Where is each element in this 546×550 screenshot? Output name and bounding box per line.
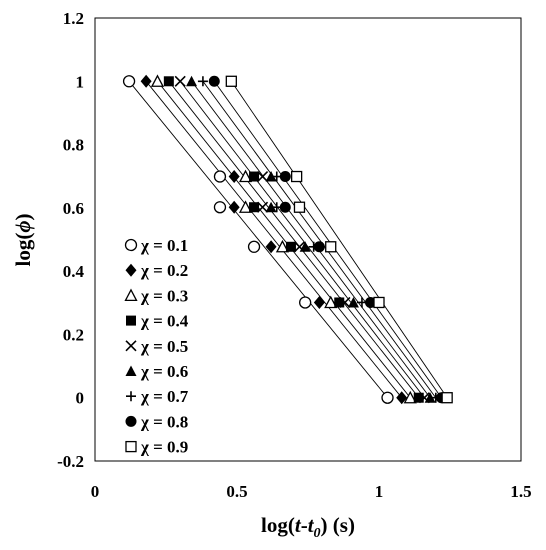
legend-marker-2: [125, 263, 137, 277]
fit-line-7: [202, 81, 437, 398]
data-point-s5-p2: [256, 170, 269, 183]
y-axis-title: log(ϕ): [11, 214, 35, 267]
x-tick-label: 0: [91, 482, 100, 501]
legend-marker-1: [124, 238, 138, 252]
plot-area-frame: [94, 17, 522, 462]
data-point-s4-p5: [334, 297, 345, 308]
legend: χ = 0.1 χ = 0.2 χ = 0.3 χ = 0.4 χ = 0.5 χ = 0…: [124, 236, 189, 457]
data-point-s2-p1: [140, 74, 152, 88]
data-point-s3-p3: [238, 200, 253, 213]
fit-line-4: [168, 81, 420, 398]
data-point-s5-p5: [339, 296, 351, 309]
legend-marker-5: [125, 340, 137, 352]
x-axis-title: log(t-t0) (s): [261, 513, 355, 541]
y-tick-label: 0.8: [63, 136, 84, 155]
x-tick-label: 1: [375, 482, 384, 501]
data-point-s1-p3: [213, 201, 227, 214]
legend-marker-3: [124, 288, 138, 302]
data-point-s1-p1: [122, 75, 136, 88]
data-point-s2-p5: [313, 295, 325, 309]
legend-marker-7: [126, 391, 136, 402]
legend-label-8: χ = 0.8: [140, 412, 188, 431]
data-point-s6-p1: [186, 75, 198, 87]
fit-line-8: [213, 81, 442, 398]
y-tick-label: 1: [76, 72, 85, 91]
data-point-s8-p3: [279, 201, 291, 213]
legend-marker-4: [126, 315, 136, 326]
legend-marker-9: [125, 440, 137, 453]
data-point-s1-p2: [213, 170, 227, 183]
data-point-s5-p1: [174, 75, 186, 87]
fit-line-9: [230, 81, 448, 398]
data-point-s3-p4: [275, 239, 290, 253]
y-tick-label: 1.2: [63, 9, 84, 28]
fit-line-6: [191, 81, 431, 398]
y-tick-label: 0: [76, 389, 85, 408]
legend-label-3: χ = 0.3: [140, 286, 188, 305]
data-point-s9-p6: [441, 392, 453, 404]
legend-label-6: χ = 0.6: [140, 362, 188, 381]
y-tick-label: 0.4: [63, 262, 85, 281]
fit-lines: [128, 81, 448, 398]
data-point-s3-p5: [324, 295, 338, 309]
data-point-s9-p3: [293, 201, 306, 213]
x-tick-label: 0.5: [226, 482, 247, 501]
x-tick-labels: 0 0.5 1 1.5: [91, 482, 532, 501]
legend-label-4: χ = 0.4: [140, 312, 189, 331]
x-tick-label: 1.5: [510, 482, 531, 501]
data-markers: [122, 74, 453, 405]
data-point-s6-p2: [265, 171, 277, 182]
data-point-s6-p3: [265, 201, 277, 213]
data-point-s4-p6: [413, 392, 424, 403]
data-point-s9-p5: [373, 296, 385, 309]
fit-line-1: [128, 81, 388, 398]
data-point-s3-p1: [150, 74, 165, 87]
legend-label-2: χ = 0.2: [140, 261, 188, 280]
fit-line-3: [157, 81, 411, 398]
legend-label-1: χ = 0.1: [140, 236, 188, 255]
data-point-s3-p6: [403, 390, 417, 404]
data-point-s3-p2: [238, 169, 253, 183]
data-point-s8-p2: [279, 171, 291, 183]
data-point-s7-p1: [197, 76, 208, 87]
data-point-s4-p2: [249, 171, 260, 182]
data-point-s8-p1: [208, 75, 220, 87]
data-point-s6-p5: [347, 296, 359, 308]
data-point-s1-p5: [299, 296, 312, 309]
legend-label-9: χ = 0.9: [140, 438, 188, 457]
data-point-s2-p3: [228, 200, 240, 214]
y-tick-label: -0.2: [57, 452, 84, 471]
y-tick-label: 0.2: [63, 325, 84, 344]
data-point-s2-p2: [228, 170, 240, 184]
data-point-s9-p2: [290, 170, 303, 183]
data-point-s2-p4: [265, 240, 277, 254]
data-point-s1-p4: [247, 240, 261, 253]
legend-marker-6: [125, 365, 137, 376]
data-point-s5-p3: [256, 201, 269, 213]
legend-label-7: χ = 0.7: [140, 387, 189, 406]
data-point-s9-p4: [325, 241, 337, 253]
legend-marker-8: [125, 415, 137, 427]
data-point-s2-p6: [396, 391, 408, 405]
data-point-s4-p3: [249, 202, 260, 213]
data-point-s8-p5: [364, 296, 376, 308]
data-point-s4-p1: [163, 76, 174, 87]
data-point-s9-p1: [225, 75, 237, 87]
data-point-s8-p4: [313, 241, 325, 253]
fit-line-5: [179, 81, 425, 398]
data-point-s4-p4: [285, 241, 296, 252]
y-tick-label: 0.6: [63, 199, 84, 218]
legend-label-5: χ = 0.5: [140, 337, 188, 356]
fit-line-2: [145, 81, 403, 398]
data-point-s6-p4: [299, 241, 311, 252]
y-tick-labels: -0.2 0 0.2 0.4 0.6 0.8 1 1.2: [57, 9, 84, 471]
data-point-s1-p6: [381, 391, 394, 404]
data-point-s6-p6: [424, 392, 436, 403]
